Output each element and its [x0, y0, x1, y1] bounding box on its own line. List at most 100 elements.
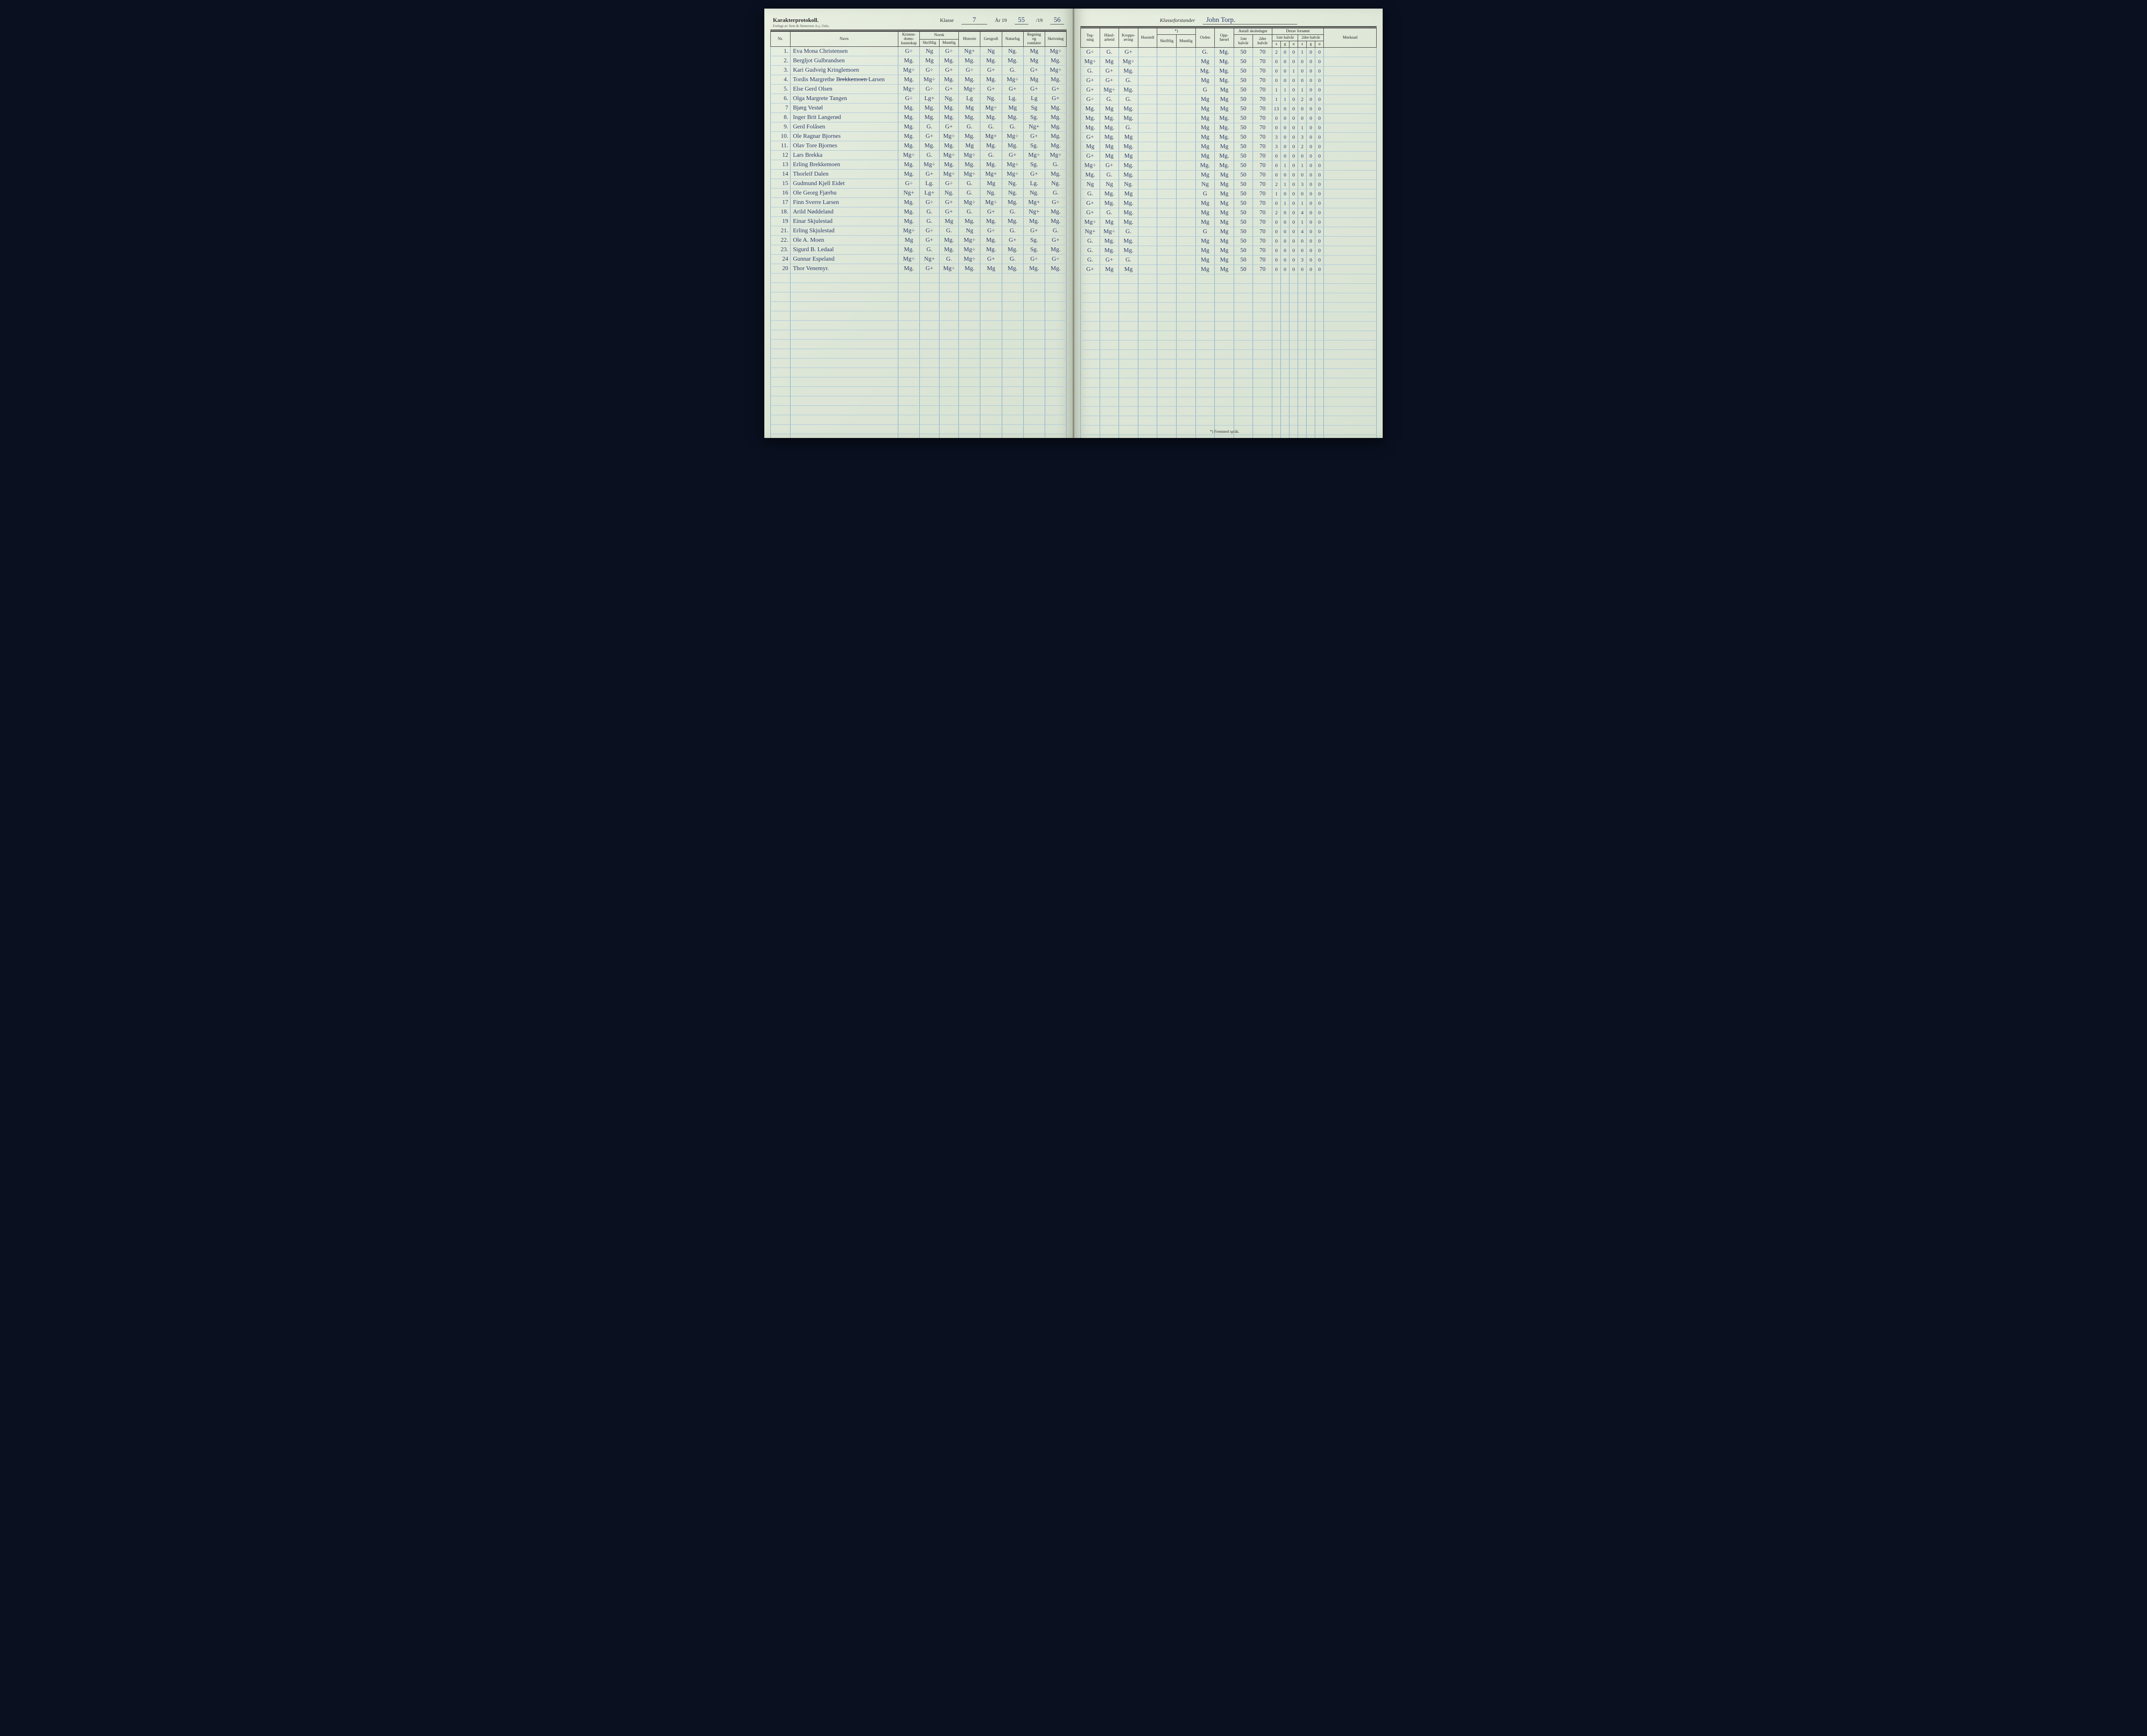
cell-empty	[790, 302, 898, 311]
cell-forsomt: 0	[1272, 237, 1280, 246]
cell-grade: Ng.	[1002, 47, 1023, 56]
cell-empty	[1215, 435, 1234, 438]
cell-grade: Mg	[1195, 170, 1215, 180]
cell-forsomt: 2	[1272, 48, 1280, 57]
cell-empty	[1315, 341, 1324, 350]
table-row-empty	[1081, 303, 1377, 312]
cell-empty	[1234, 378, 1253, 388]
cell-empty	[980, 321, 1002, 330]
cell-empty	[1253, 435, 1272, 438]
cell-forsomt: 0	[1307, 199, 1315, 208]
cell-empty	[1215, 407, 1234, 416]
cell-empty	[1289, 359, 1298, 369]
cell-empty	[1138, 350, 1157, 359]
cell-empty	[898, 283, 920, 292]
cell-empty	[1298, 312, 1307, 322]
cell-grade: G÷	[959, 66, 980, 75]
cell-empty	[1215, 284, 1234, 293]
cell-grade: Ng.	[1023, 188, 1045, 198]
cell-empty	[1298, 322, 1307, 331]
cell-name: Ole Ragnar Bjornes	[790, 132, 898, 141]
cell-grade	[1138, 246, 1157, 255]
cell-empty	[1253, 426, 1272, 435]
cell-empty	[1119, 416, 1138, 426]
cell-grade: G+	[1081, 208, 1100, 218]
cell-empty	[1234, 312, 1253, 322]
table-row: 17Finn Sverre LarsenMg.G÷G+Mg÷Mg÷Mg.Mg+G…	[771, 198, 1067, 207]
cell-empty	[1023, 283, 1045, 292]
cell-forsomt: 0	[1307, 255, 1315, 265]
cell-nr: 18.	[771, 207, 791, 217]
cell-empty	[1023, 377, 1045, 387]
cell-empty	[1176, 426, 1195, 435]
cell-empty	[959, 349, 980, 359]
table-row-empty	[771, 359, 1067, 368]
cell-empty	[1307, 397, 1315, 407]
cell-name: Bjørg Vestøl	[790, 103, 898, 113]
cell-merknad	[1324, 123, 1377, 133]
cell-forsomt: 0	[1272, 67, 1280, 76]
cell-grade: Mg	[1195, 255, 1215, 265]
cell-grade: G÷	[920, 226, 940, 236]
cell-grade: G+	[1081, 85, 1100, 95]
cell-empty	[771, 406, 791, 415]
cell-grade: Mg	[1215, 208, 1234, 218]
cell-empty	[1281, 303, 1289, 312]
cell-empty	[1281, 312, 1289, 322]
cell-grade: G.	[920, 245, 940, 255]
cell-grade: Mg.	[939, 113, 959, 122]
cell-empty	[1138, 274, 1157, 284]
cell-empty	[1157, 369, 1177, 378]
cell-grade: Mg	[898, 236, 920, 245]
table-row: 23.Sigurd B. LedaalMg.G.Mg.Mg÷Mg.Mg.Sg.M…	[771, 245, 1067, 255]
cell-empty	[1023, 311, 1045, 321]
cell-merknad	[1324, 85, 1377, 95]
cell-grade: G.	[920, 122, 940, 132]
cell-empty	[1307, 322, 1315, 331]
cell-empty	[1100, 388, 1119, 397]
cell-grade: Mg	[1195, 123, 1215, 133]
cell-forsomt: 0	[1289, 265, 1298, 274]
cell-empty	[1023, 340, 1045, 349]
cell-grade: G+	[1045, 94, 1066, 103]
table-row-empty	[1081, 274, 1377, 284]
cell-forsomt: 0	[1281, 237, 1289, 246]
table-row: MgMgMg.MgMg5070300200	[1081, 142, 1377, 152]
cell-grade: Mg.	[1045, 122, 1066, 132]
cell-grade: Mg.	[1119, 199, 1138, 208]
cell-nr: 24	[771, 255, 791, 264]
cell-grade: Mg.	[1215, 48, 1234, 57]
table-row-empty	[1081, 435, 1377, 438]
cell-forsomt: 0	[1307, 180, 1315, 189]
table-row-empty	[771, 311, 1067, 321]
cell-empty	[1119, 303, 1138, 312]
cell-empty	[1138, 407, 1157, 416]
cell-forsomt: 0	[1281, 123, 1289, 133]
cell-grade: G.	[1045, 160, 1066, 170]
cell-empty	[1307, 331, 1315, 341]
cell-forsomt: 1	[1298, 123, 1307, 133]
cell-empty	[1195, 435, 1215, 438]
cell-empty	[939, 321, 959, 330]
cell-grade: 70	[1253, 218, 1272, 227]
cell-name: Arild Nøddeland	[790, 207, 898, 217]
cell-grade	[1176, 246, 1195, 255]
cell-empty	[1176, 293, 1195, 303]
cell-grade: Mg.	[959, 75, 980, 85]
table-row-empty	[771, 292, 1067, 302]
cell-empty	[939, 274, 959, 283]
cell-empty	[939, 425, 959, 434]
cell-empty	[1023, 368, 1045, 377]
cell-grade	[1138, 180, 1157, 189]
cell-empty	[1253, 274, 1272, 284]
table-row: G÷G.G+G.Mg.5070200100	[1081, 48, 1377, 57]
cell-empty	[771, 415, 791, 425]
table-row: G.Mg.MgGMg5070100000	[1081, 189, 1377, 199]
cell-grade	[1176, 48, 1195, 57]
cell-empty	[959, 311, 980, 321]
table-row: Mg÷MgMg.MgMg5070000100	[1081, 218, 1377, 227]
cell-grade: Mg.	[898, 56, 920, 66]
cell-empty	[1289, 416, 1298, 426]
grade-table-left: Nr. Navn Kristen- doms- kunnskap Norsk H…	[770, 31, 1067, 438]
cell-grade: Mg.	[980, 113, 1002, 122]
